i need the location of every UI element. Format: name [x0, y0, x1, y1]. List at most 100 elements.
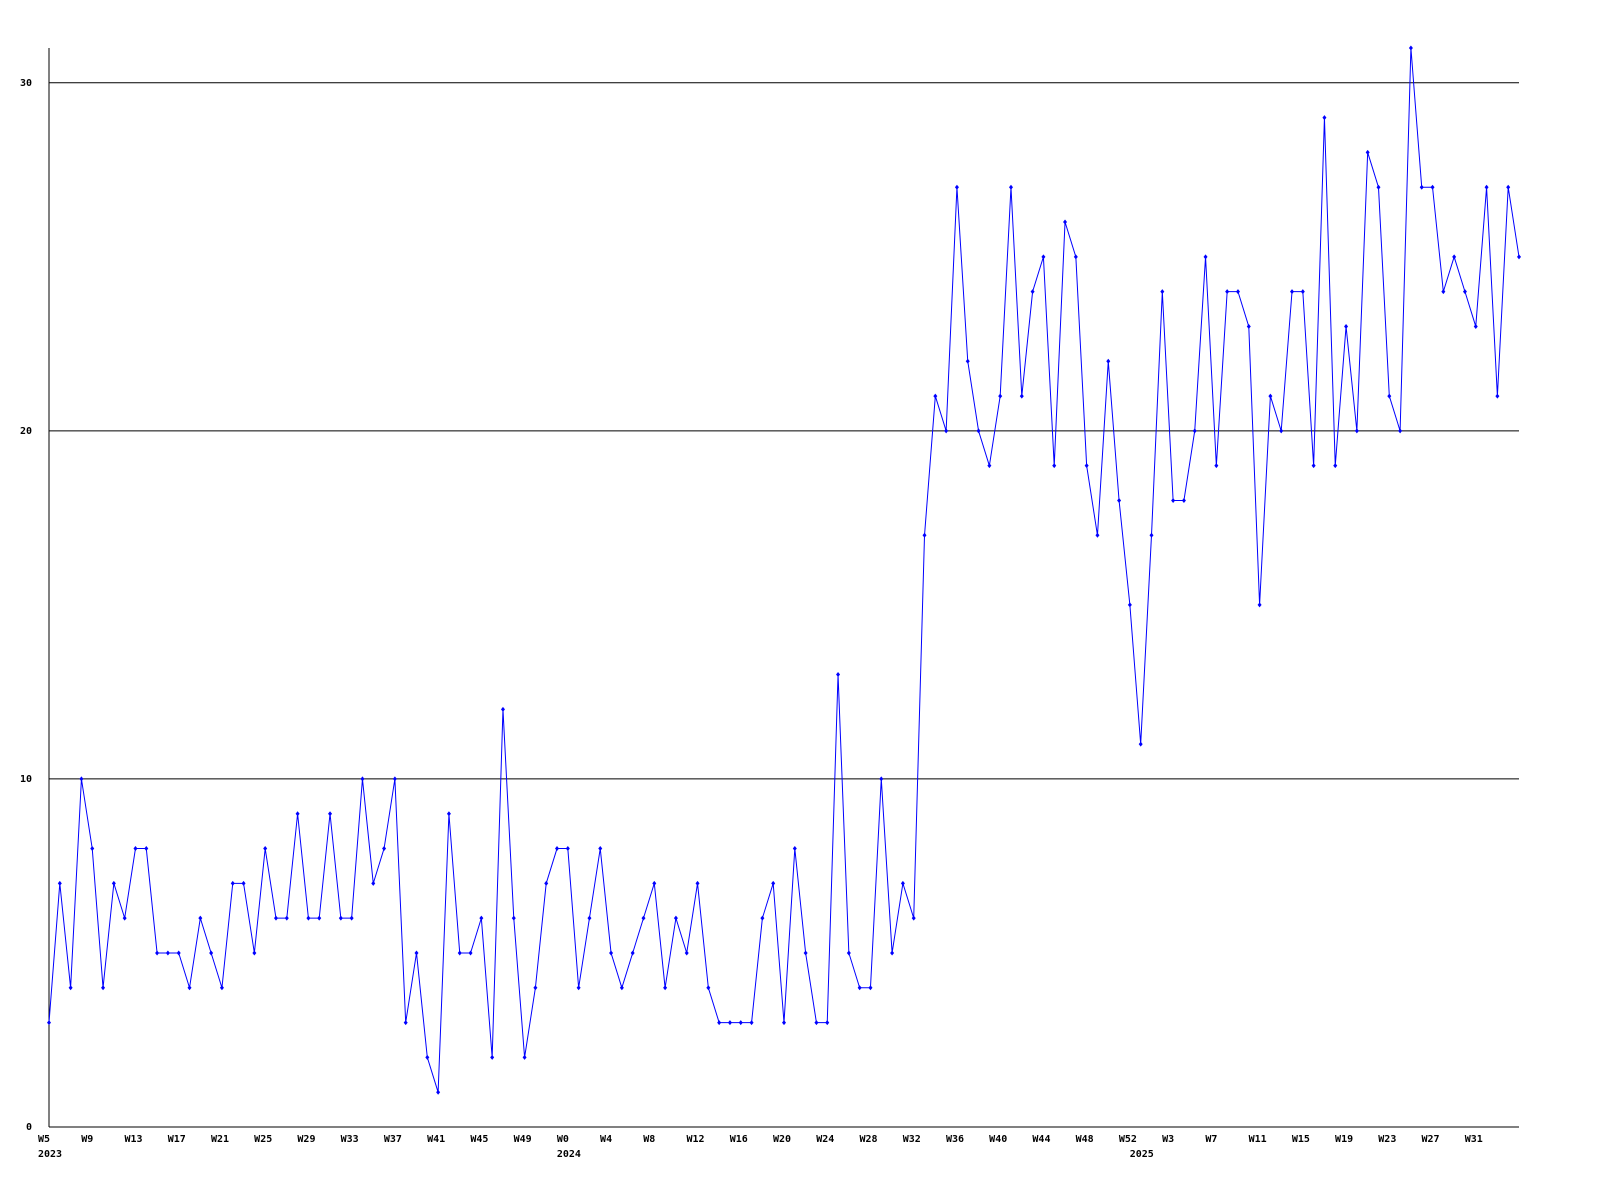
point-marker	[857, 985, 862, 991]
point-marker	[403, 1020, 408, 1026]
point-marker	[457, 950, 462, 956]
point-marker	[90, 846, 95, 852]
point-marker	[414, 950, 419, 956]
y-tick-label: 30	[20, 78, 32, 89]
point-marker	[500, 706, 505, 712]
x-tick-label: W4	[600, 1134, 612, 1145]
point-marker	[1160, 289, 1165, 295]
point-marker	[392, 776, 397, 782]
point-marker	[944, 428, 949, 434]
point-marker	[760, 915, 765, 921]
point-marker	[1095, 532, 1100, 538]
point-marker	[522, 1054, 527, 1060]
x-tick-label: W52	[1119, 1134, 1137, 1145]
point-marker	[1181, 497, 1186, 503]
point-marker	[1517, 254, 1521, 260]
point-marker	[706, 985, 711, 991]
y-tick-label: 0	[26, 1122, 32, 1133]
point-marker	[1473, 323, 1478, 329]
point-marker	[198, 915, 203, 921]
point-marker	[490, 1054, 495, 1060]
x-tick-label: W7	[1205, 1134, 1217, 1145]
point-marker	[922, 532, 927, 538]
point-marker	[436, 1089, 441, 1095]
point-marker	[976, 428, 981, 434]
point-marker	[652, 880, 657, 886]
x-tick-label: W45	[470, 1134, 488, 1145]
point-marker	[187, 985, 192, 991]
point-marker	[1203, 254, 1208, 260]
x-tick-label: W48	[1076, 1134, 1094, 1145]
x-tick-label: W32	[903, 1134, 921, 1145]
point-marker	[911, 915, 916, 921]
point-marker	[1052, 463, 1057, 469]
x-year-label: 2024	[557, 1149, 581, 1160]
point-marker	[284, 915, 289, 921]
point-marker	[273, 915, 278, 921]
point-marker	[663, 985, 668, 991]
point-marker	[230, 880, 235, 886]
point-marker	[47, 1020, 51, 1026]
point-marker	[1117, 497, 1122, 503]
point-marker	[890, 950, 895, 956]
point-marker	[360, 776, 365, 782]
point-marker	[165, 950, 170, 956]
point-marker	[684, 950, 689, 956]
point-marker	[1127, 602, 1132, 608]
point-marker	[101, 985, 106, 991]
point-marker	[576, 985, 581, 991]
point-marker	[209, 950, 214, 956]
x-tick-label: W15	[1292, 1134, 1310, 1145]
point-marker	[1084, 463, 1089, 469]
point-marker	[609, 950, 614, 956]
point-marker	[1073, 254, 1078, 260]
point-marker	[695, 880, 700, 886]
point-marker	[252, 950, 257, 956]
point-marker	[792, 846, 797, 852]
x-tick-label: W27	[1422, 1134, 1440, 1145]
point-marker	[879, 776, 884, 782]
point-marker	[565, 846, 570, 852]
point-marker	[673, 915, 678, 921]
x-tick-label: W29	[297, 1134, 315, 1145]
point-marker	[987, 463, 992, 469]
point-marker	[814, 1020, 819, 1026]
point-marker	[1030, 289, 1035, 295]
point-marker	[1419, 184, 1424, 190]
x-tick-label: W5	[38, 1134, 50, 1145]
point-marker	[555, 846, 560, 852]
x-tick-label: W49	[514, 1134, 532, 1145]
point-marker	[1171, 497, 1176, 503]
point-marker	[598, 846, 603, 852]
point-marker	[1041, 254, 1046, 260]
point-marker	[176, 950, 181, 956]
point-marker	[349, 915, 354, 921]
x-tick-label: W28	[859, 1134, 877, 1145]
point-marker	[1268, 393, 1273, 399]
x-tick-label: W19	[1335, 1134, 1353, 1145]
x-tick-label: W13	[124, 1134, 142, 1145]
series-line	[48, 47, 1520, 1093]
point-marker	[717, 1020, 722, 1026]
point-marker	[533, 985, 538, 991]
point-marker	[1376, 184, 1381, 190]
point-marker	[836, 672, 841, 678]
point-marker	[68, 985, 73, 991]
point-marker	[1333, 463, 1338, 469]
x-tick-label: W36	[946, 1134, 964, 1145]
point-marker	[479, 915, 484, 921]
x-tick-label: W41	[427, 1134, 445, 1145]
point-marker	[868, 985, 873, 991]
point-marker	[1495, 393, 1500, 399]
point-marker	[825, 1020, 830, 1026]
point-marker	[1462, 289, 1467, 295]
x-tick-label: W33	[341, 1134, 359, 1145]
point-marker	[79, 776, 84, 782]
point-marker	[1398, 428, 1403, 434]
point-marker	[1279, 428, 1284, 434]
point-marker	[1452, 254, 1457, 260]
point-marker	[1138, 741, 1143, 747]
point-marker	[1192, 428, 1197, 434]
point-marker	[1408, 45, 1413, 51]
point-marker	[317, 915, 322, 921]
